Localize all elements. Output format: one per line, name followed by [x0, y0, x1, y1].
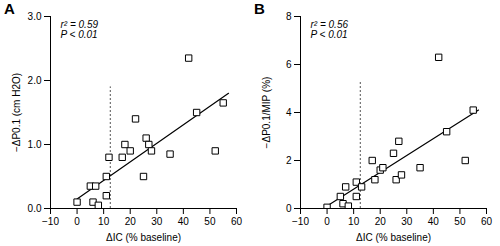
svg-text:4: 4: [286, 107, 292, 118]
svg-text:10: 10: [98, 216, 110, 227]
svg-text:0: 0: [74, 216, 80, 227]
svg-text:20: 20: [375, 216, 387, 227]
svg-text:50: 50: [204, 216, 216, 227]
svg-text:0: 0: [324, 216, 330, 227]
svg-text:2.0: 2.0: [28, 75, 42, 86]
svg-text:8: 8: [286, 11, 292, 22]
svg-text:40: 40: [428, 216, 440, 227]
svg-text:3.0: 3.0: [28, 11, 42, 22]
html-text:B: B: [254, 0, 265, 17]
svg-text:60: 60: [481, 216, 493, 227]
svg-text:−ΔP0.1/MIP (%): −ΔP0.1/MIP (%): [261, 77, 272, 149]
svg-text:r² = 0.56P < 0.01: r² = 0.56P < 0.01: [311, 19, 349, 40]
svg-text:10: 10: [348, 216, 360, 227]
svg-text:50: 50: [454, 216, 466, 227]
svg-text:40: 40: [178, 216, 190, 227]
svg-text:30: 30: [151, 216, 163, 227]
svg-text:0: 0: [286, 203, 292, 214]
svg-text:r² = 0.59P < 0.01: r² = 0.59P < 0.01: [61, 19, 99, 40]
svg-text:1.0: 1.0: [28, 139, 42, 150]
svg-text:20: 20: [125, 216, 137, 227]
svg-text:60: 60: [231, 216, 243, 227]
svg-text:−ΔP0.1 (cm H2O): −ΔP0.1 (cm H2O): [11, 73, 22, 152]
svg-text:−10: −10: [292, 216, 309, 227]
svg-text:30: 30: [401, 216, 413, 227]
svg-text:−10: −10: [42, 216, 59, 227]
svg-text:6: 6: [286, 59, 292, 70]
svg-text:0.0: 0.0: [28, 203, 42, 214]
svg-text:ΔIC (% baseline): ΔIC (% baseline): [106, 232, 181, 243]
svg-text:2: 2: [286, 155, 292, 166]
html-text:A: A: [4, 0, 15, 17]
svg-text:ΔIC (% baseline): ΔIC (% baseline): [356, 232, 431, 243]
